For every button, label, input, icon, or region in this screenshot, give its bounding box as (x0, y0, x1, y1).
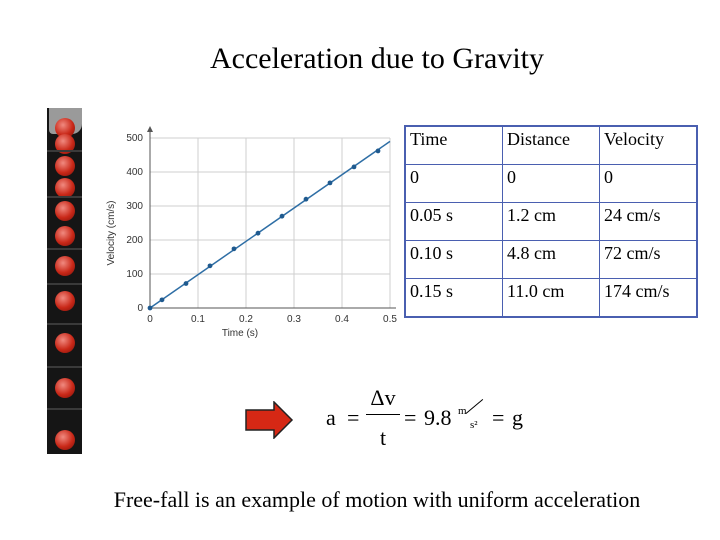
falling-ball-strobe-image (47, 108, 82, 454)
formula-value: 9.8 (424, 405, 452, 430)
x-tick-label: 0.4 (335, 314, 349, 325)
x-axis-label: Time (s) (222, 328, 258, 339)
data-point (255, 230, 261, 236)
table-row: 0 0 0 (404, 164, 698, 203)
ball-image (55, 256, 75, 276)
y-tick-label: 100 (126, 269, 143, 280)
formula-equals: = (492, 405, 505, 430)
data-point (207, 263, 213, 269)
formula-lhs: a (326, 405, 336, 430)
y-tick-label: 0 (137, 303, 143, 314)
table-row: 0.05 s 1.2 cm 24 cm/s (404, 202, 698, 241)
ball-image (55, 226, 75, 246)
table-cell: 174 cm/s (599, 278, 698, 318)
formula-denominator: t (379, 425, 387, 450)
slide-title: Acceleration due to Gravity (209, 42, 545, 75)
table-cell: 1.2 cm (502, 202, 600, 241)
table-cell: 24 cm/s (599, 202, 698, 241)
ball-image (55, 378, 75, 398)
x-tick-label: 0.5 (383, 314, 397, 325)
slide-caption: Free-fall is an example of motion with u… (113, 487, 641, 512)
unit-numerator: m (458, 405, 467, 417)
formula-equals: = (347, 405, 360, 430)
table-cell: 72 cm/s (599, 240, 698, 279)
y-tick-label: 200 (126, 235, 143, 246)
formula-numerator: Δv (370, 385, 396, 410)
data-point (279, 213, 285, 219)
x-tick-label: 0 (147, 314, 153, 325)
ball-image (55, 291, 75, 311)
data-point (159, 297, 165, 303)
fraction-bar (366, 414, 400, 415)
table-cell: 4.8 cm (502, 240, 600, 279)
x-tick-label: 0.3 (287, 314, 301, 325)
unit-denominator: s² (470, 419, 478, 431)
table-cell: 0 (502, 164, 600, 203)
data-point (147, 305, 153, 311)
data-point (303, 196, 309, 202)
table-cell: 0 (599, 164, 698, 203)
y-tick-label: 500 (126, 133, 143, 144)
data-point (183, 281, 189, 286)
data-table: Time Distance Velocity 0 0 0 0.05 s 1.2 … (404, 125, 698, 318)
header-cell: Time (404, 125, 503, 165)
table-cell: 11.0 cm (502, 278, 600, 318)
formula-equals: = (404, 405, 417, 430)
ball-image (55, 178, 75, 198)
formula-rhs: g (512, 405, 523, 430)
data-point (231, 246, 237, 252)
ball-image (55, 156, 75, 176)
header-cell: Velocity (599, 125, 698, 165)
table-cell: 0.15 s (404, 278, 503, 318)
y-axis-arrow (147, 126, 153, 132)
ball-image (55, 430, 75, 450)
velocity-time-chart: 0 0.1 0.2 0.3 0.4 0.5 0 100 200 300 400 500 Time (s)… (106, 126, 397, 339)
table-header-row: Time Distance Velocity (404, 125, 698, 165)
header-cell: Distance (502, 125, 600, 165)
data-point (375, 148, 381, 154)
ball-image (55, 333, 75, 353)
ball-image (55, 134, 75, 154)
data-point (351, 164, 357, 170)
y-tick-label: 400 (126, 167, 143, 178)
x-tick-label: 0.1 (191, 314, 205, 325)
table-row: 0.10 s 4.8 cm 72 cm/s (404, 240, 698, 279)
table-row: 0.15 s 11.0 cm 174 cm/s (404, 278, 698, 318)
data-point (327, 180, 333, 186)
y-axis-label: Velocity (cm/s) (106, 200, 117, 265)
fit-line (149, 140, 391, 309)
y-tick-label: 300 (126, 201, 143, 212)
ball-image (55, 201, 75, 221)
right-arrow-icon (245, 401, 294, 439)
table-cell: 0 (404, 164, 503, 203)
ball-image (55, 118, 75, 138)
table-cell: 0.05 s (404, 202, 503, 241)
x-tick-label: 0.2 (239, 314, 253, 325)
table-cell: 0.10 s (404, 240, 503, 279)
unit-slash (465, 398, 484, 414)
